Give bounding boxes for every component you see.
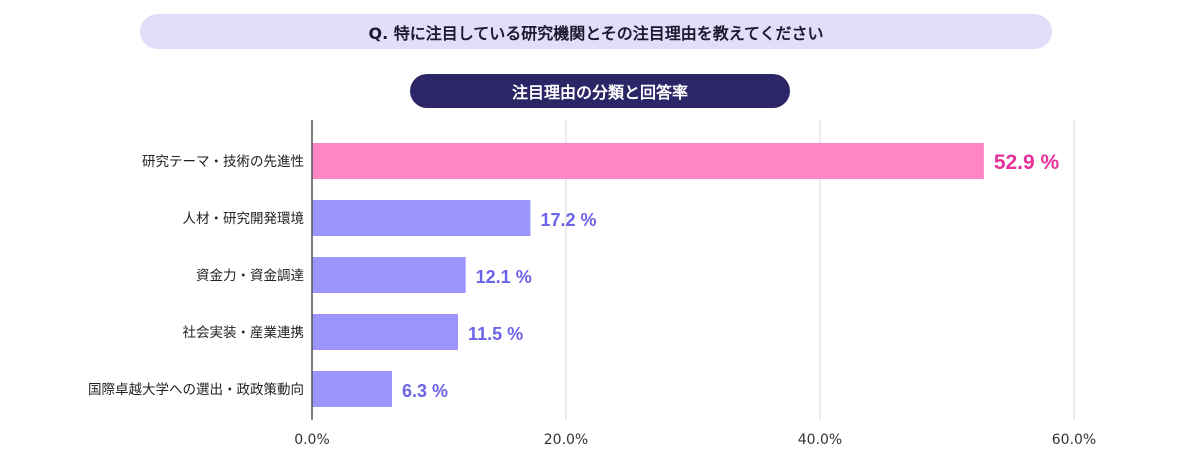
question-banner: Q. 特に注目している研究機関とその注目理由を教えてください: [140, 14, 1052, 49]
x-tick-label: 20.0%: [544, 432, 588, 448]
bar: [312, 314, 459, 350]
bar: [312, 257, 466, 293]
chart-subtitle: 注目理由の分類と回答率: [410, 74, 790, 108]
value-label: 17.2 %: [540, 210, 596, 230]
bar: [312, 200, 531, 236]
value-label: 52.9 %: [994, 151, 1060, 174]
x-tick-label: 40.0%: [798, 432, 842, 448]
category-label: 国際卓越大学への選出・政政策動向: [88, 381, 304, 398]
category-label: 研究テーマ・技術の先進性: [142, 154, 304, 170]
value-label: 6.3 %: [402, 381, 448, 401]
x-tick-label: 60.0%: [1052, 432, 1096, 448]
category-label: 資金力・資金調達: [196, 268, 304, 284]
category-label: 人材・研究開発環境: [183, 211, 305, 227]
x-tick-label: 0.0%: [294, 432, 330, 448]
value-label: 12.1 %: [476, 267, 532, 287]
value-label: 11.5 %: [468, 324, 523, 344]
bar: [312, 371, 393, 407]
category-label: 社会実装・産業連携: [183, 325, 305, 341]
bar: [312, 143, 984, 179]
